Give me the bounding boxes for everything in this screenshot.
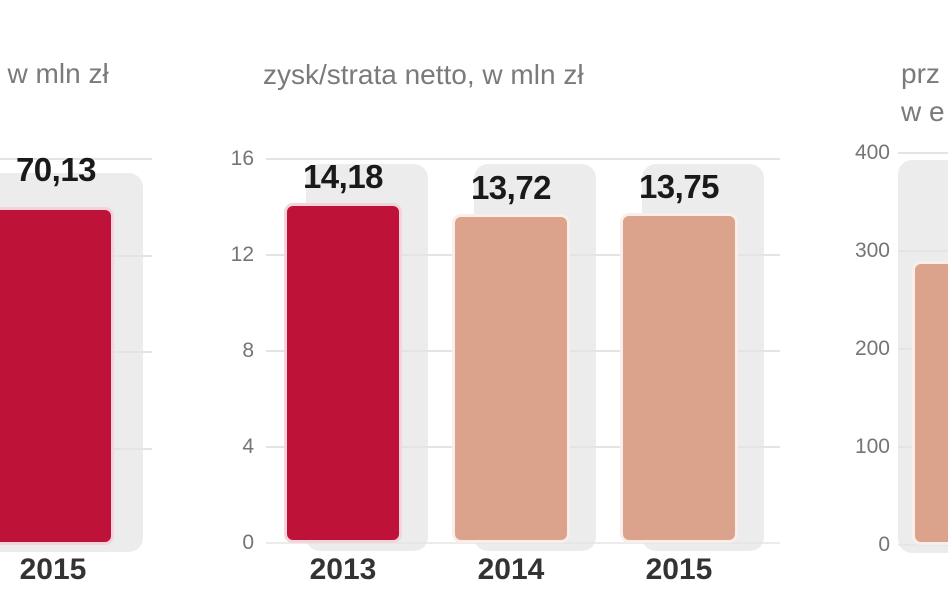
gridline bbox=[266, 542, 780, 544]
bar-cropped bbox=[912, 260, 948, 545]
bar-value-label: 70,13 bbox=[15, 151, 97, 188]
y-axis-tick-label: 16 bbox=[230, 147, 254, 170]
gridline bbox=[898, 544, 948, 546]
y-axis-tick-label: 4 bbox=[242, 435, 254, 458]
bar-value-label: 13,75 bbox=[638, 168, 720, 205]
y-axis-tick-label: 0 bbox=[878, 533, 890, 556]
gridline bbox=[898, 250, 948, 252]
gridline bbox=[898, 152, 948, 154]
x-axis-category-label: 2014 bbox=[477, 553, 545, 586]
left-panel-title: , w mln zł bbox=[0, 58, 109, 89]
bar-2015 bbox=[620, 213, 738, 543]
right-panel-title-line2: w e bbox=[901, 96, 945, 127]
y-axis-tick-label: 8 bbox=[242, 339, 254, 362]
y-axis-tick-label: 0 bbox=[242, 531, 254, 554]
x-axis-category-label: 2015 bbox=[645, 553, 713, 586]
x-axis-category-label: 2013 bbox=[309, 553, 377, 586]
y-axis-tick-label: 400 bbox=[854, 141, 890, 164]
gridline bbox=[266, 158, 780, 160]
y-axis-tick-label: 300 bbox=[854, 239, 890, 262]
y-axis-tick-label: 200 bbox=[854, 337, 890, 360]
right-panel-title-line1: prz bbox=[901, 58, 940, 89]
bar-value-label: 13,72 bbox=[470, 168, 552, 206]
x-axis-category-label: 2015 bbox=[19, 553, 87, 586]
middle-panel-title: zysk/strata netto, w mln zł bbox=[263, 59, 584, 90]
bar-2015 bbox=[0, 206, 114, 545]
gridline bbox=[0, 158, 152, 161]
bar-2013 bbox=[284, 202, 402, 543]
bar-value-label: 14,18 bbox=[302, 157, 384, 195]
y-axis-tick-label: 12 bbox=[230, 243, 254, 266]
bar-2014 bbox=[452, 213, 570, 543]
y-axis-tick-label: 100 bbox=[854, 435, 890, 458]
